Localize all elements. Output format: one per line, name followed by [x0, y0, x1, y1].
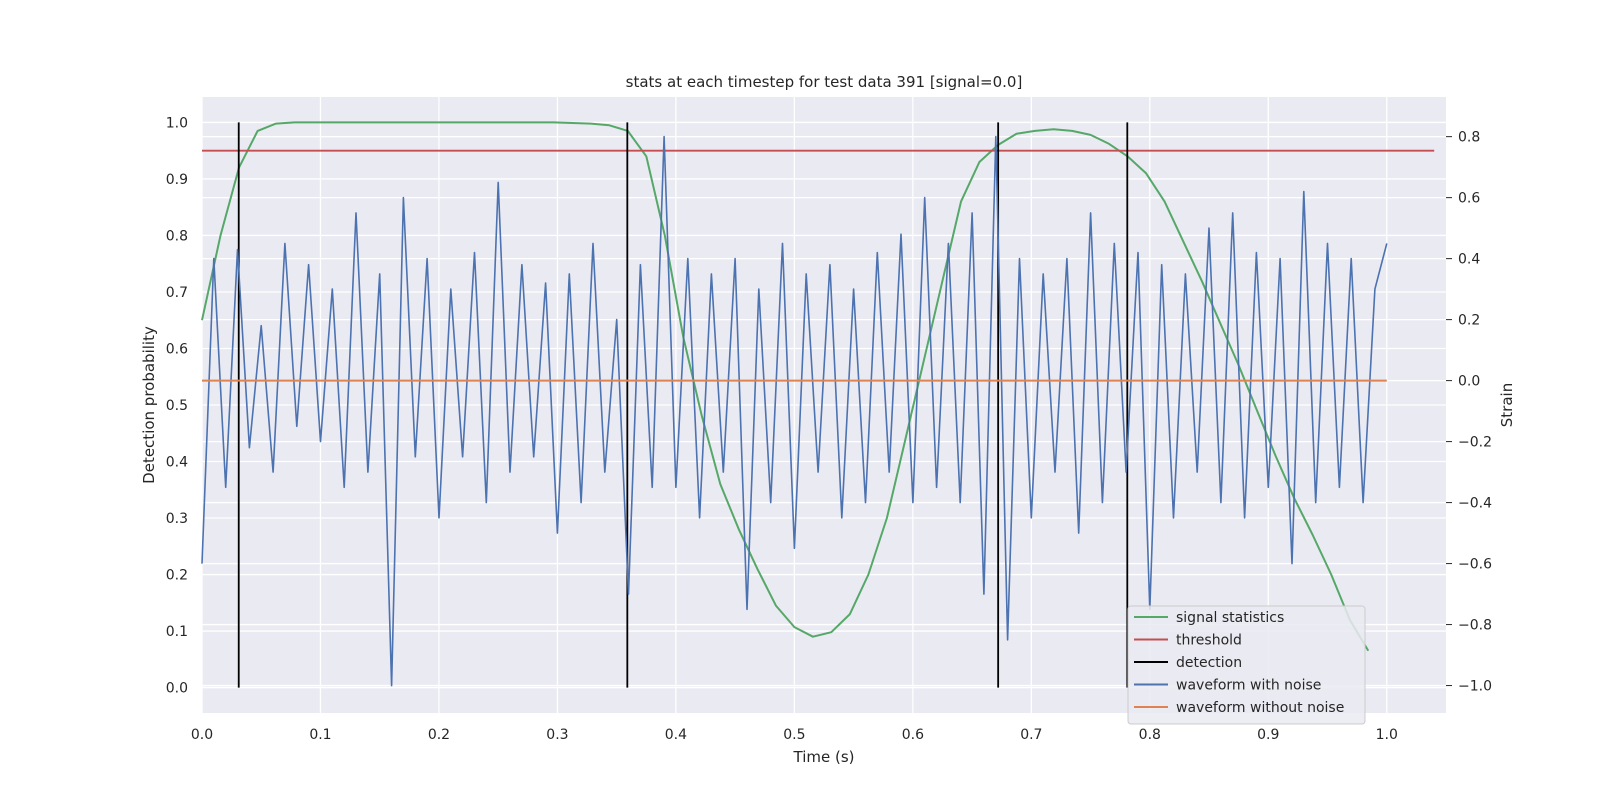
series-layer — [201, 121, 1435, 688]
y-right-tick-label: −0.6 — [1458, 557, 1492, 573]
y-left-tick-label: 0.3 — [166, 511, 188, 527]
y-left-tick-label: 1.0 — [166, 115, 188, 131]
y-right-tick-label: 0.2 — [1458, 313, 1480, 329]
y-right-tick-label: 0.4 — [1458, 252, 1480, 268]
y-axis-right-title: Strain — [1498, 383, 1516, 427]
y-right-tick-label: 0.6 — [1458, 191, 1480, 207]
legend-label: waveform without noise — [1176, 700, 1344, 716]
y-left-tick-label: 0.5 — [166, 398, 188, 414]
legend: signal statistics threshold detection wavef… — [1127, 605, 1366, 725]
signal-statistics-line — [201, 121, 1370, 652]
y-right-tick-label: −1.0 — [1458, 679, 1492, 695]
y-left-tick-label: 0.6 — [166, 341, 188, 357]
x-tick-label: 0.5 — [783, 727, 805, 743]
x-tick-label: 0.6 — [902, 727, 924, 743]
axes-layer: 0.0 0.1 0.2 0.3 0.4 0.5 0.6 0.7 0.8 0.9 1.0 0.0 0.1 0… — [166, 115, 1492, 743]
legend-box — [1127, 605, 1366, 725]
y-left-tick-label: 0.1 — [166, 624, 188, 640]
y-right-tick-label: −0.8 — [1458, 618, 1492, 634]
x-tick-label: 0.7 — [1020, 727, 1042, 743]
x-tick-label: 0.0 — [191, 727, 213, 743]
y-left-tick-label: 0.8 — [166, 228, 188, 244]
y-left-tick-label: 0.4 — [166, 455, 188, 471]
x-tick-label: 1.0 — [1376, 727, 1398, 743]
y-left-tick-label: 0.0 — [166, 681, 188, 697]
x-tick-label: 0.9 — [1257, 727, 1279, 743]
y-right-tick-label: 0.0 — [1458, 374, 1480, 390]
x-tick-label: 0.4 — [665, 727, 687, 743]
legend-label: signal statistics — [1176, 610, 1284, 626]
x-tick-label: 0.1 — [309, 727, 331, 743]
y-left-tick-label: 0.2 — [166, 568, 188, 584]
y-left-tick-label: 0.9 — [166, 172, 188, 188]
y-right-tick-label: −0.2 — [1458, 435, 1492, 451]
waveform-with-noise-line — [201, 135, 1388, 687]
y-right-tick-label: −0.4 — [1458, 496, 1492, 512]
chart-title: stats at each timestep for test data 391… — [626, 73, 1023, 91]
y-left-tick-label: 0.7 — [166, 285, 188, 301]
y-right-tick-label: 0.8 — [1458, 130, 1480, 146]
y-axis-left-title: Detection probability — [140, 326, 158, 484]
x-axis-title: Time (s) — [793, 748, 855, 766]
legend-label: threshold — [1176, 633, 1242, 649]
legend-label: detection — [1176, 655, 1242, 671]
legend-label: waveform with noise — [1176, 678, 1321, 694]
x-tick-label: 0.2 — [428, 727, 450, 743]
x-tick-label: 0.3 — [546, 727, 568, 743]
x-tick-label: 0.8 — [1139, 727, 1161, 743]
